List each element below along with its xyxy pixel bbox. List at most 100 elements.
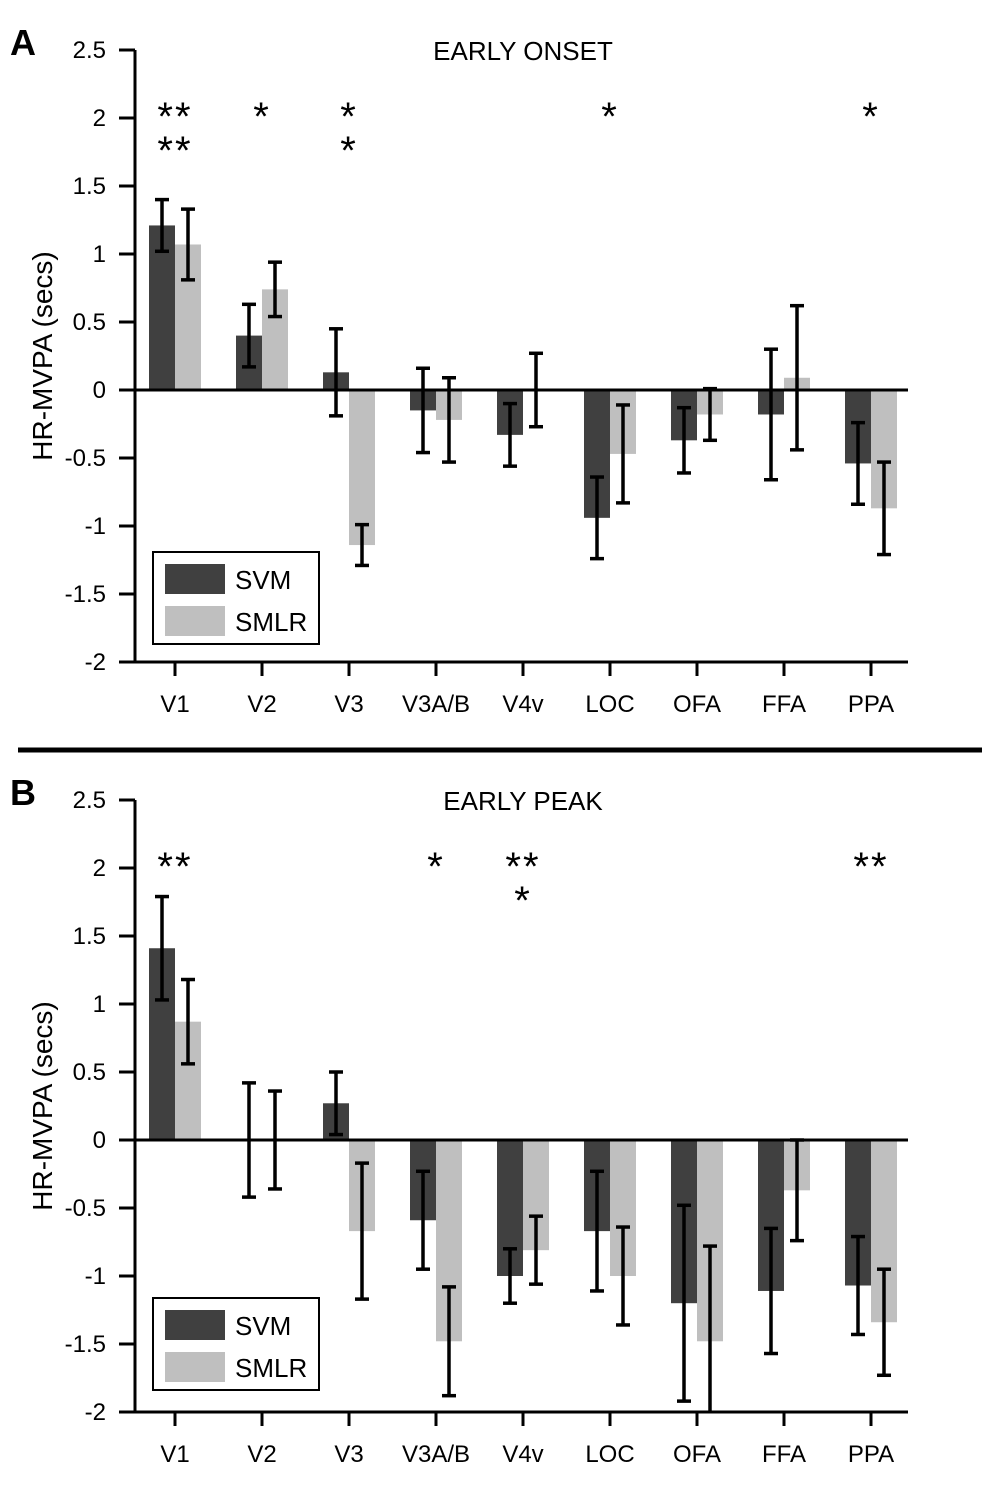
- y-tick-label: 0: [93, 377, 106, 404]
- error-bar-smlr-ofa: [703, 1244, 717, 1412]
- legend: SVM SMLR: [152, 1297, 320, 1391]
- error-bar-svm-ppa: [851, 1234, 865, 1337]
- significance-stars: **: [853, 845, 888, 889]
- y-tick-label: -0.5: [65, 445, 106, 472]
- x-tick-label: V3A/B: [402, 691, 470, 718]
- x-tick-label: V2: [247, 1441, 276, 1468]
- error-bar-smlr-v4v: [529, 1214, 543, 1286]
- y-tick-label: 0.5: [73, 309, 106, 336]
- error-bar-svm-v3: [329, 1070, 343, 1137]
- x-tick-label: OFA: [673, 1441, 721, 1468]
- y-axis-label: HR-MVPA (secs): [27, 251, 58, 461]
- error-bar-svm-ppa: [851, 420, 865, 506]
- y-tick-label: 1.5: [73, 173, 106, 200]
- error-bar-svm-v2: [242, 302, 256, 369]
- significance-stars: *: [340, 95, 358, 139]
- error-bar-smlr-v4v: [529, 351, 543, 429]
- legend-swatch-svm: [165, 564, 225, 594]
- legend: SVM SMLR: [152, 551, 320, 645]
- x-tick-label: LOC: [585, 691, 634, 718]
- y-tick-label: 0: [93, 1127, 106, 1154]
- significance-stars: **: [505, 845, 540, 889]
- significance-stars: *: [253, 95, 271, 139]
- y-tick-label: 2: [93, 105, 106, 132]
- x-tick-label: LOC: [585, 1441, 634, 1468]
- error-bar-smlr-v2: [268, 260, 282, 319]
- error-bar-smlr-v2: [268, 1089, 282, 1191]
- significance-stars: *: [862, 95, 880, 139]
- x-tick-label: V2: [247, 691, 276, 718]
- y-tick-label: -1: [85, 513, 106, 540]
- error-bar-smlr-v3: [355, 522, 369, 568]
- x-tick-label: V1: [160, 691, 189, 718]
- error-bar-svm-loc: [590, 1169, 604, 1293]
- chart-panel-b: B EARLY PEAK HR-MVPA (secs) 2.5 2 1.5 1 0.5 0 -0.…: [10, 772, 908, 1468]
- significance-stars: *: [601, 95, 619, 139]
- x-tick-label: V4v: [502, 1441, 543, 1468]
- x-tick-label: FFA: [762, 1441, 806, 1468]
- chart-panel-a: A EARLY ONSET HR-MVPA (secs) 2.5 2 1.5 1 0.5 0 -0…: [10, 22, 908, 718]
- legend-label-svm: SVM: [235, 1311, 291, 1341]
- error-bar-smlr-v1: [181, 977, 195, 1066]
- y-tick-label: -0.5: [65, 1195, 106, 1222]
- legend-swatch-smlr: [165, 606, 225, 636]
- error-bar-svm-v1: [155, 894, 169, 1002]
- error-bar-svm-ffa: [764, 347, 778, 482]
- legend-label-smlr: SMLR: [235, 1353, 307, 1383]
- y-tick-label: -1.5: [65, 1331, 106, 1358]
- chart-title: EARLY PEAK: [443, 786, 603, 816]
- y-tick-label: -2: [85, 1399, 106, 1426]
- error-bar-svm-ffa: [764, 1226, 778, 1356]
- error-bar-smlr-v3ab: [442, 1285, 456, 1398]
- y-tick-label: 0.5: [73, 1059, 106, 1086]
- bar-smlr-v3: [349, 390, 375, 546]
- x-tick-label: OFA: [673, 691, 721, 718]
- y-tick-label: 2.5: [73, 37, 106, 64]
- panel-label: A: [10, 22, 36, 63]
- error-bar-smlr-loc: [616, 403, 630, 505]
- significance-stars: *: [514, 879, 532, 923]
- error-bar-smlr-ffa: [790, 1138, 804, 1243]
- chart-title: EARLY ONSET: [433, 36, 613, 66]
- error-bar-smlr-ofa: [703, 386, 717, 443]
- x-tick-label: V3: [334, 1441, 363, 1468]
- legend-swatch-svm: [165, 1310, 225, 1340]
- error-bar-svm-v3ab: [416, 1169, 430, 1271]
- y-tick-label: -1: [85, 1263, 106, 1290]
- x-tick-label: V4v: [502, 691, 543, 718]
- legend-label-svm: SVM: [235, 565, 291, 595]
- error-bar-smlr-v3ab: [442, 376, 456, 464]
- significance-stars: **: [157, 129, 192, 173]
- error-bar-svm-loc: [590, 475, 604, 561]
- error-bar-smlr-ppa: [877, 1267, 891, 1378]
- error-bar-svm-v4v: [503, 401, 517, 468]
- y-axis-label: HR-MVPA (secs): [27, 1001, 58, 1211]
- x-tick-label: V1: [160, 1441, 189, 1468]
- x-tick-label: V3: [334, 691, 363, 718]
- significance-stars: *: [340, 129, 358, 173]
- error-bar-smlr-ppa: [877, 460, 891, 557]
- legend-label-smlr: SMLR: [235, 607, 307, 637]
- y-tick-label: 1.5: [73, 923, 106, 950]
- y-tick-label: 2: [93, 855, 106, 882]
- y-tick-label: -2: [85, 649, 106, 676]
- error-bar-svm-v3: [329, 327, 343, 418]
- x-tick-label: PPA: [848, 691, 894, 718]
- error-bar-svm-v1: [155, 197, 169, 254]
- significance-stars: **: [157, 845, 192, 889]
- error-bar-smlr-ffa: [790, 303, 804, 452]
- error-bar-svm-v3ab: [416, 366, 430, 455]
- error-bar-svm-v4v: [503, 1247, 517, 1305]
- error-bar-svm-ofa: [677, 405, 691, 475]
- x-tick-label: PPA: [848, 1441, 894, 1468]
- y-tick-label: 2.5: [73, 787, 106, 814]
- panel-label: B: [10, 772, 36, 813]
- legend-swatch-smlr: [165, 1352, 225, 1382]
- y-tick-label: -1.5: [65, 581, 106, 608]
- significance-stars: **: [157, 95, 192, 139]
- x-tick-label: V3A/B: [402, 1441, 470, 1468]
- error-bar-smlr-v3: [355, 1161, 369, 1301]
- significance-stars: *: [427, 845, 445, 889]
- error-bar-svm-v2: [242, 1081, 256, 1199]
